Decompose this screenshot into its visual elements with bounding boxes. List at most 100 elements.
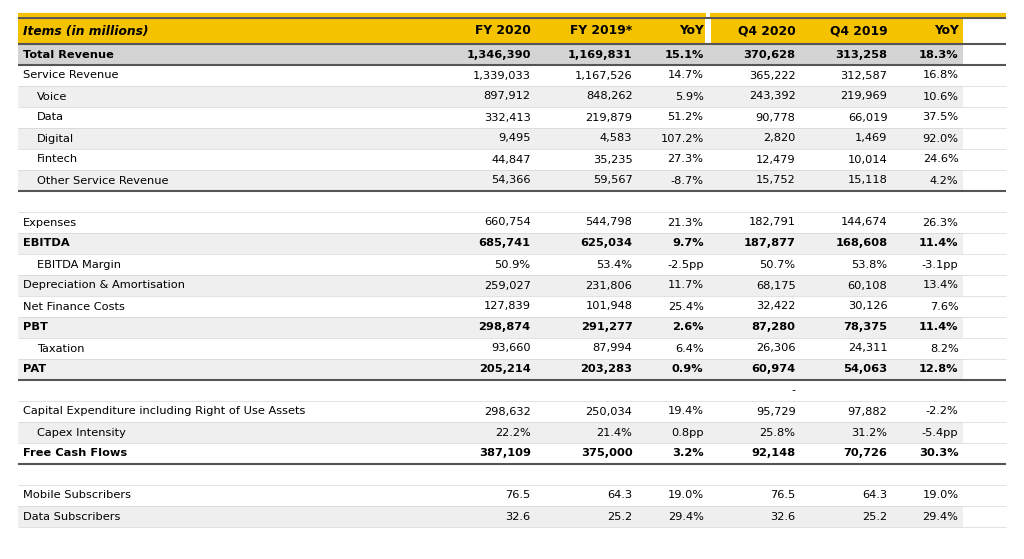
Bar xyxy=(708,443,800,464)
Bar xyxy=(18,86,433,107)
Bar xyxy=(18,296,433,317)
Bar xyxy=(433,401,535,422)
Text: 64.3: 64.3 xyxy=(607,490,633,500)
Bar xyxy=(535,380,637,401)
Text: 259,027: 259,027 xyxy=(484,281,530,291)
Text: 9,495: 9,495 xyxy=(499,134,530,144)
Text: 15.1%: 15.1% xyxy=(665,50,703,59)
Bar xyxy=(535,65,637,86)
Bar xyxy=(433,65,535,86)
Bar xyxy=(637,443,708,464)
Bar xyxy=(891,128,963,149)
Bar xyxy=(800,380,891,401)
Bar xyxy=(800,170,891,191)
Text: 32.6: 32.6 xyxy=(770,511,796,522)
Text: 1,167,526: 1,167,526 xyxy=(574,70,633,80)
Text: 243,392: 243,392 xyxy=(749,92,796,102)
Bar xyxy=(535,191,637,212)
Text: Taxation: Taxation xyxy=(37,343,85,353)
Text: Q4 2020: Q4 2020 xyxy=(737,25,796,37)
Bar xyxy=(535,296,637,317)
Bar xyxy=(708,422,800,443)
Text: 12.8%: 12.8% xyxy=(919,364,958,375)
Text: -2.5pp: -2.5pp xyxy=(667,259,703,269)
Bar xyxy=(708,44,800,65)
Text: 365,222: 365,222 xyxy=(749,70,796,80)
Text: 87,280: 87,280 xyxy=(752,323,796,333)
Bar xyxy=(800,422,891,443)
Bar xyxy=(708,233,800,254)
Text: Other Service Revenue: Other Service Revenue xyxy=(37,176,169,186)
Text: 11.4%: 11.4% xyxy=(919,323,958,333)
Text: 12,479: 12,479 xyxy=(756,154,796,164)
Text: 60,974: 60,974 xyxy=(752,364,796,375)
Bar xyxy=(708,464,800,485)
Bar xyxy=(637,296,708,317)
Text: 76.5: 76.5 xyxy=(770,490,796,500)
Text: 10.6%: 10.6% xyxy=(923,92,958,102)
Bar xyxy=(891,464,963,485)
Text: 59,567: 59,567 xyxy=(593,176,633,186)
Text: 64.3: 64.3 xyxy=(862,490,888,500)
Bar xyxy=(18,44,433,65)
Text: 3.2%: 3.2% xyxy=(672,448,703,458)
Text: Total Revenue: Total Revenue xyxy=(23,50,114,59)
Bar xyxy=(637,44,708,65)
Bar xyxy=(708,380,800,401)
Text: 182,791: 182,791 xyxy=(749,217,796,228)
Text: 22.2%: 22.2% xyxy=(495,428,530,438)
Text: 68,175: 68,175 xyxy=(756,281,796,291)
Text: 101,948: 101,948 xyxy=(586,301,633,311)
Text: 387,109: 387,109 xyxy=(479,448,530,458)
Bar xyxy=(637,233,708,254)
Bar xyxy=(433,18,535,44)
Bar xyxy=(708,317,800,338)
Text: 2,820: 2,820 xyxy=(763,134,796,144)
Bar xyxy=(708,296,800,317)
Bar xyxy=(433,359,535,380)
Bar xyxy=(637,18,708,44)
Bar xyxy=(708,18,800,44)
Text: -3.1pp: -3.1pp xyxy=(922,259,958,269)
Bar xyxy=(535,233,637,254)
Text: EBITDA: EBITDA xyxy=(23,239,70,249)
Text: 50.9%: 50.9% xyxy=(495,259,530,269)
Text: 219,969: 219,969 xyxy=(841,92,888,102)
Bar xyxy=(637,128,708,149)
Text: 90,778: 90,778 xyxy=(756,112,796,122)
Bar xyxy=(535,317,637,338)
Bar xyxy=(535,107,637,128)
Text: FY 2020: FY 2020 xyxy=(475,25,530,37)
Text: Net Finance Costs: Net Finance Costs xyxy=(23,301,125,311)
Bar xyxy=(535,128,637,149)
Bar xyxy=(433,275,535,296)
Text: 231,806: 231,806 xyxy=(586,281,633,291)
Bar xyxy=(800,464,891,485)
Bar xyxy=(637,65,708,86)
Text: 78,375: 78,375 xyxy=(844,323,888,333)
Text: 127,839: 127,839 xyxy=(483,301,530,311)
Text: Expenses: Expenses xyxy=(23,217,77,228)
Text: 187,877: 187,877 xyxy=(743,239,796,249)
Text: 35,235: 35,235 xyxy=(593,154,633,164)
Bar xyxy=(637,338,708,359)
Bar xyxy=(535,170,637,191)
Bar xyxy=(800,359,891,380)
Bar xyxy=(891,233,963,254)
Text: Service Revenue: Service Revenue xyxy=(23,70,119,80)
Text: Data Subscribers: Data Subscribers xyxy=(23,511,121,522)
Text: 250,034: 250,034 xyxy=(586,406,633,416)
Bar xyxy=(891,317,963,338)
Bar xyxy=(18,422,433,443)
Text: EBITDA Margin: EBITDA Margin xyxy=(37,259,121,269)
Bar xyxy=(637,107,708,128)
Text: 1,346,390: 1,346,390 xyxy=(466,50,530,59)
Bar xyxy=(708,338,800,359)
Text: 50.7%: 50.7% xyxy=(760,259,796,269)
Text: Depreciation & Amortisation: Depreciation & Amortisation xyxy=(23,281,185,291)
Bar xyxy=(800,65,891,86)
Text: 0.9%: 0.9% xyxy=(672,364,703,375)
Text: 19.4%: 19.4% xyxy=(668,406,703,416)
Text: 93,660: 93,660 xyxy=(492,343,530,353)
Bar xyxy=(433,422,535,443)
